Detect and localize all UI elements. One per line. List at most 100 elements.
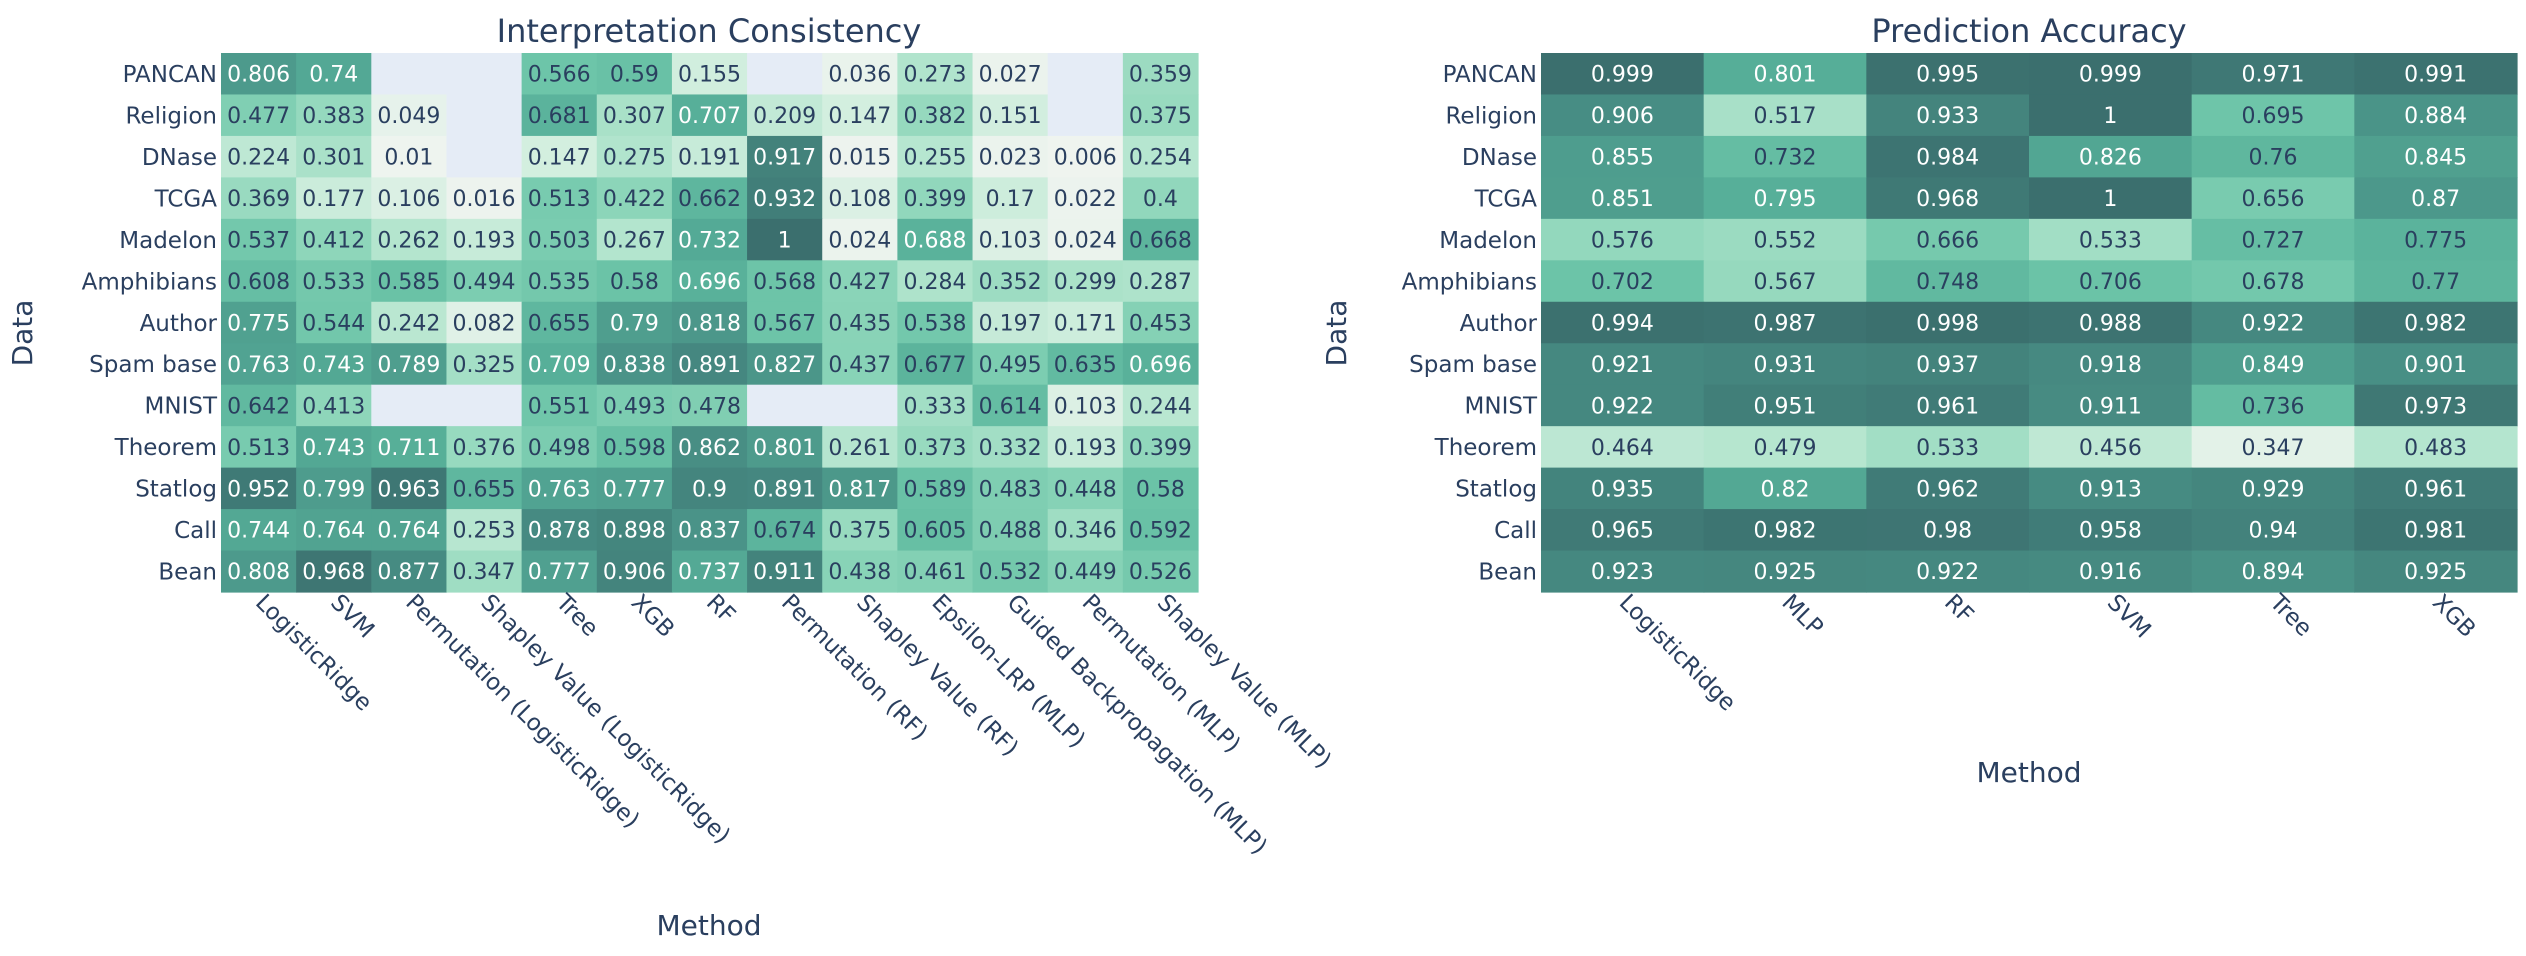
- chart-title: Prediction Accuracy: [1871, 12, 2186, 50]
- heatmap-cell: [897, 218, 974, 261]
- cell-value-label: 0.951: [1754, 394, 1817, 419]
- heatmap-cell: [822, 53, 898, 96]
- heatmap-cell: [1047, 94, 1124, 137]
- heatmap-cells: [1541, 53, 2518, 593]
- cell-value-label: 0.662: [678, 187, 741, 212]
- cell-value-label: 0.806: [227, 63, 290, 88]
- y-tick-label: PANCAN: [1443, 62, 1537, 88]
- heatmap-cell: [596, 426, 673, 469]
- heatmap-cell: [1703, 426, 1867, 469]
- heatmap-cell: [446, 550, 523, 593]
- cell-value-label: 0.935: [1591, 477, 1654, 502]
- cell-value-label: 0.789: [377, 353, 440, 378]
- heatmap-cell: [521, 260, 598, 303]
- heatmap-cell: [1122, 467, 1199, 510]
- cell-value-label: 1: [2103, 187, 2117, 212]
- cell-value-label: 0.585: [377, 270, 440, 295]
- cell-value-label: 0.922: [2242, 311, 2305, 336]
- cell-value-label: 0.58: [610, 270, 659, 295]
- cell-value-label: 0.193: [1054, 436, 1117, 461]
- cell-value-label: 0.777: [603, 477, 666, 502]
- heatmap-cell: [671, 550, 748, 593]
- cell-value-label: 0.147: [828, 104, 891, 129]
- cell-value-label: 0.838: [603, 353, 666, 378]
- heatmap-cell: [972, 177, 1049, 220]
- cell-value-label: 0.537: [227, 228, 290, 253]
- heatmap-cell: [1047, 135, 1124, 178]
- cell-value-label: 0.567: [1754, 270, 1817, 295]
- heatmap-cell: [747, 343, 823, 386]
- y-tick-label: Madelon: [119, 228, 217, 254]
- heatmap-cell: [671, 384, 748, 427]
- cell-value-label: 0.224: [227, 146, 290, 171]
- cell-value-label: 0.456: [2079, 436, 2142, 461]
- chart-title: Interpretation Consistency: [497, 12, 922, 50]
- cell-value-label: 0.448: [1054, 477, 1117, 502]
- heatmap-cell: [897, 177, 974, 220]
- y-tick-label: Spam base: [1409, 352, 1537, 378]
- heatmap-cell: [1122, 135, 1199, 178]
- cell-value-label: 0.973: [2404, 394, 2467, 419]
- heatmap-cell: [1866, 384, 2030, 427]
- cell-value-label: 0.284: [903, 270, 966, 295]
- cell-value-label: 0.913: [2079, 477, 2142, 502]
- cell-value-label: 0.696: [1129, 353, 1192, 378]
- heatmap-cell: [2029, 550, 2193, 593]
- cell-value-label: 0.981: [2404, 519, 2467, 544]
- cell-value-label: 0.961: [2404, 477, 2467, 502]
- heatmap-cell: [747, 53, 823, 96]
- cell-value-label: 0.375: [1129, 104, 1192, 129]
- heatmap-cell: [2354, 177, 2518, 220]
- heatmap-cell: [1703, 550, 1867, 593]
- heatmap-cell: [2191, 53, 2355, 96]
- heatmap-cell: [371, 177, 448, 220]
- x-tick-label: XGB: [626, 590, 679, 643]
- cell-value-label: 0.849: [2242, 353, 2305, 378]
- heatmap-cell: [1866, 260, 2030, 303]
- cell-value-label: 0.82: [1761, 477, 1810, 502]
- cell-value-label: 0.544: [302, 311, 365, 336]
- cell-value-label: 0.376: [453, 436, 516, 461]
- x-axis-label: Method: [1976, 756, 2081, 789]
- cell-labels: 0.806 0.74 0.566 0.59 0.155 0.036 0.273 0.027 0.…: [227, 63, 1192, 586]
- cell-value-label: 0.891: [753, 477, 816, 502]
- cell-value-label: 0.965: [1591, 519, 1654, 544]
- heatmap-cell: [897, 467, 974, 510]
- heatmap-cell: [446, 94, 523, 137]
- cell-value-label: 0.932: [753, 187, 816, 212]
- heatmap-cell: [2354, 384, 2518, 427]
- heatmap-cell: [296, 94, 372, 137]
- heatmap-cell: [371, 509, 448, 552]
- cell-value-label: 0.87: [2411, 187, 2460, 212]
- cell-value-label: 0.696: [678, 270, 741, 295]
- cell-value-label: 0.262: [377, 228, 440, 253]
- cell-value-label: 0.775: [227, 311, 290, 336]
- cell-value-label: 0.933: [1916, 104, 1979, 129]
- heatmap-cell: [822, 384, 898, 427]
- heatmap-cell: [671, 426, 748, 469]
- cell-value-label: 0.77: [2411, 270, 2460, 295]
- prediction-accuracy-heatmap: Prediction Accuracy 0.999 0.801 0.995 0.999…: [1320, 12, 2518, 789]
- x-tick-label: Permutation (RF): [776, 590, 932, 746]
- heatmap-cell: [822, 550, 898, 593]
- y-axis-label: Data: [6, 300, 39, 367]
- x-axis-label: Method: [656, 909, 761, 942]
- heatmap-cell: [596, 260, 673, 303]
- x-tick-label: Tree: [2264, 589, 2317, 642]
- y-tick-label: Author: [1460, 311, 1538, 337]
- heatmap-cell: [671, 509, 748, 552]
- heatmap-cell: [972, 135, 1049, 178]
- heatmap-cell: [296, 177, 372, 220]
- cell-value-label: 0.01: [384, 146, 433, 171]
- cell-value-label: 0.748: [1916, 270, 1979, 295]
- cell-value-label: 0.483: [2404, 436, 2467, 461]
- heatmap-cell: [371, 550, 448, 593]
- heatmap-cell: [2029, 426, 2193, 469]
- heatmap-cell: [2191, 218, 2355, 261]
- heatmap-cell: [1866, 467, 2030, 510]
- x-tick-label: LogisticRidge: [1614, 590, 1741, 717]
- heatmap-cell: [446, 467, 523, 510]
- heatmap-cell: [296, 467, 372, 510]
- heatmap-cell: [1703, 301, 1867, 344]
